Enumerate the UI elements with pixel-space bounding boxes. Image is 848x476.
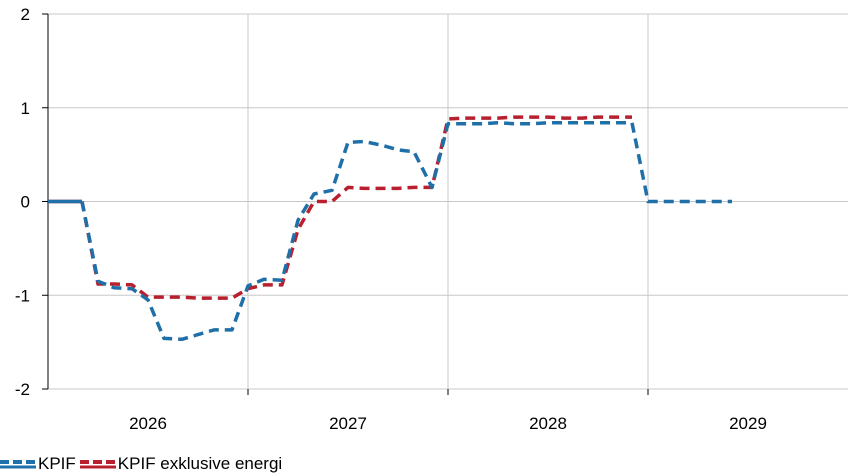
legend-swatch-kpif [0, 460, 36, 469]
label-layer: 2 1 0 -1 -2 2026 2027 2028 2029 [15, 5, 767, 433]
series-layer [48, 115, 732, 342]
y-tick-label: -1 [15, 286, 30, 305]
legend-item-kpif-exklusive-energi: KPIF exklusive energi [79, 454, 283, 474]
y-tick-label: 1 [21, 99, 30, 118]
x-tick-label: 2026 [129, 414, 167, 433]
legend-swatch-kpif-exklusive-energi [79, 460, 116, 469]
x-tick-label: 2028 [529, 414, 567, 433]
y-tick-label: 2 [21, 5, 30, 24]
legend-label-kpif-exklusive-energi: KPIF exklusive energi [117, 454, 283, 473]
x-tick-label: 2029 [729, 414, 767, 433]
legend-item-kpif: KPIF [0, 454, 76, 474]
legend: KPIF KPIF exklusive energi [0, 452, 286, 476]
legend-label-kpif: KPIF [38, 454, 76, 473]
y-tick-label: -2 [15, 380, 30, 399]
y-tick-label: 0 [21, 193, 30, 212]
series-line-dashed-kpif-exklusive-energi [80, 115, 632, 300]
series-line-dashed-kpif [80, 121, 732, 342]
chart: 2 1 0 -1 -2 2026 2027 2028 2029 [15, 5, 848, 433]
axis-layer [42, 13, 649, 395]
x-tick-label: 2027 [329, 414, 367, 433]
